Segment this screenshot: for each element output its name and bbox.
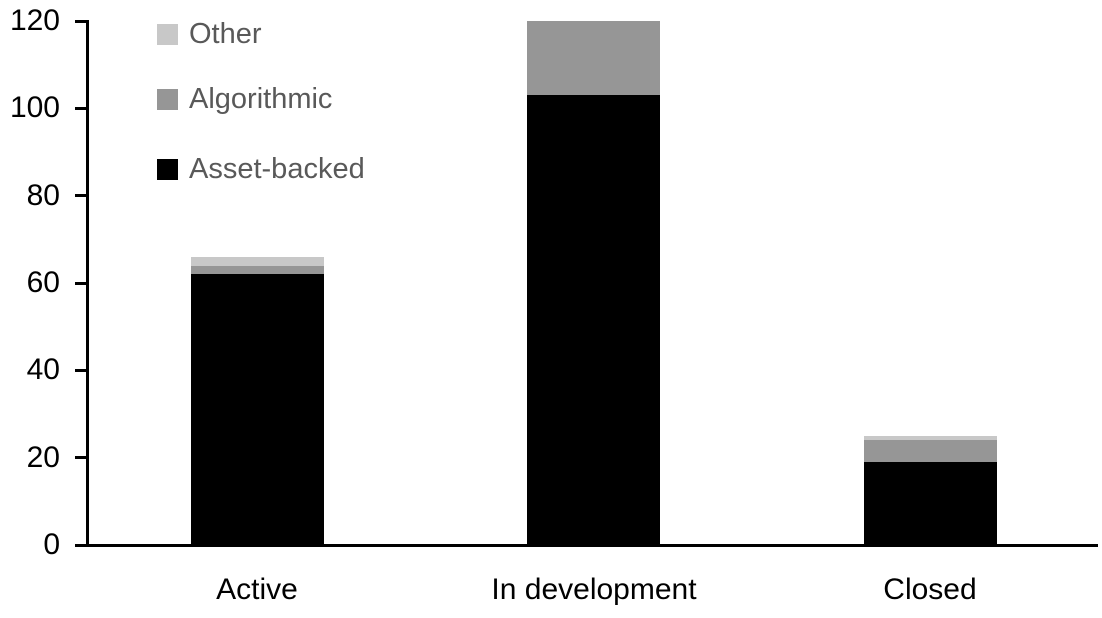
legend-item-algorithmic: Algorithmic (157, 83, 332, 115)
bar-active (190, 0, 324, 545)
legend-swatch-asset-backed (157, 158, 178, 180)
bar-segment-asset-backed-active (190, 274, 324, 545)
bar-in-development (527, 0, 660, 545)
y-tick-mark (75, 194, 86, 197)
y-tick-mark (75, 282, 86, 285)
legend-swatch-other (157, 23, 178, 45)
legend-swatch-algorithmic (157, 88, 178, 110)
bar-segment-other-closed (863, 435, 997, 441)
bar-segment-asset-backed-in-development (527, 95, 660, 545)
x-category-label: Active (216, 573, 298, 606)
bar-closed (863, 0, 997, 545)
legend-item-other: Other (157, 18, 262, 50)
bar-segment-asset-backed-closed (863, 462, 997, 545)
legend-label: Algorithmic (189, 82, 333, 115)
y-tick-label: 80 (26, 179, 60, 212)
y-tick-mark (75, 456, 86, 459)
x-category-label: Closed (883, 573, 977, 606)
legend-item-asset-backed: Asset-backed (157, 153, 365, 185)
y-tick-mark (75, 544, 86, 547)
bar-segment-algorithmic-in-development (527, 21, 660, 96)
x-axis-line (86, 543, 1098, 547)
x-category-label: In development (491, 573, 697, 606)
y-tick-label: 120 (9, 4, 60, 37)
y-tick-label: 40 (26, 353, 60, 386)
bar-segment-algorithmic-active (190, 265, 324, 275)
legend-label: Asset-backed (189, 152, 365, 185)
y-tick-mark (75, 369, 86, 372)
bar-segment-other-active (190, 256, 324, 266)
y-tick-mark (75, 20, 86, 23)
legend-label: Other (189, 17, 262, 50)
y-axis-line (86, 20, 89, 547)
y-tick-label: 100 (9, 91, 60, 124)
bar-segment-algorithmic-closed (863, 440, 997, 463)
y-tick-label: 60 (26, 266, 60, 299)
y-tick-label: 20 (26, 441, 60, 474)
y-tick-label: 0 (43, 528, 60, 561)
y-tick-mark (75, 107, 86, 110)
